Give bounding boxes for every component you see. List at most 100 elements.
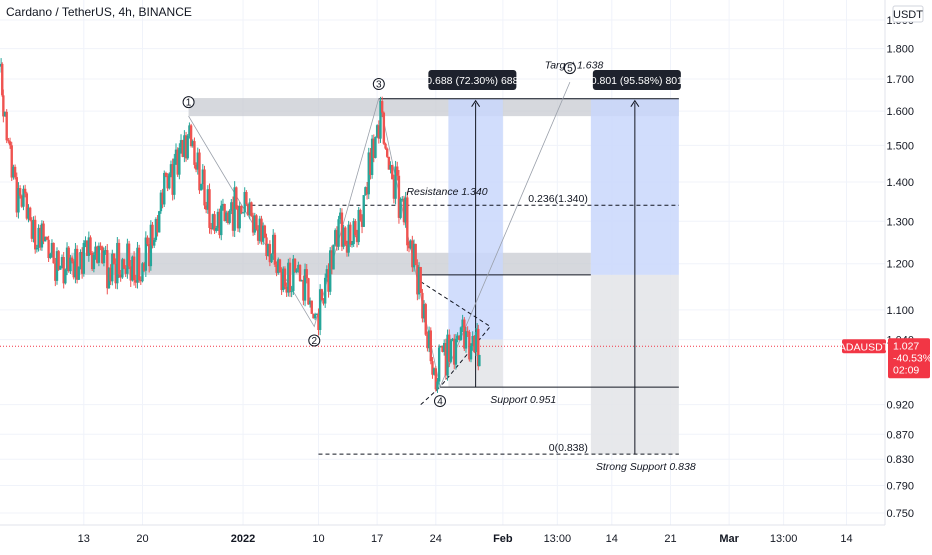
- y-tick-label: 1.700: [886, 74, 914, 86]
- candle-body: [417, 267, 421, 295]
- candle-body: [169, 164, 173, 174]
- candle-body: [20, 195, 23, 207]
- candle-body: [394, 166, 397, 199]
- measure-label: 0.801 (95.58%) 801: [591, 75, 683, 87]
- candle-body: [272, 234, 275, 255]
- candle-body: [320, 289, 324, 300]
- measure-arrow-head: [471, 99, 481, 107]
- candle-body: [39, 227, 42, 248]
- candle-body: [404, 197, 407, 223]
- candle-body: [94, 246, 97, 255]
- candle-body: [96, 246, 99, 263]
- y-tick-label: 1.600: [886, 106, 914, 118]
- candle-body: [454, 338, 458, 365]
- candle-body: [235, 187, 238, 209]
- symbol-tag: [842, 339, 886, 354]
- candle-body: [389, 165, 392, 170]
- candle-body: [270, 254, 273, 263]
- x-tick-label: 24: [430, 533, 442, 545]
- candle-body: [334, 230, 337, 245]
- candle-body: [7, 140, 10, 142]
- wave-number: 5: [567, 64, 573, 75]
- candle-body: [300, 280, 303, 282]
- candle-body: [453, 338, 456, 365]
- candle-body: [163, 172, 166, 205]
- candle-body: [211, 214, 215, 230]
- candle-body: [386, 148, 389, 157]
- candle-body: [114, 263, 117, 284]
- candle-body: [44, 236, 47, 242]
- candle-body: [347, 224, 350, 253]
- candle-body: [161, 192, 164, 205]
- x-tick-label: 13:00: [544, 533, 572, 545]
- candle-body: [49, 253, 52, 259]
- price-change: -40.53%: [893, 352, 932, 364]
- candle-body: [407, 245, 411, 249]
- candle-body: [365, 187, 369, 195]
- x-tick-label: 14: [606, 533, 618, 545]
- candle-body: [250, 202, 253, 217]
- candle-body: [101, 246, 104, 264]
- candle-body: [411, 240, 414, 268]
- candle-body: [444, 343, 448, 376]
- candle-body: [345, 244, 349, 253]
- candle-body: [283, 268, 287, 287]
- candle-body: [82, 243, 86, 274]
- x-tick-label: 13:00: [770, 533, 798, 545]
- candle-body: [164, 172, 168, 176]
- candle-body: [458, 335, 461, 340]
- candle-body: [253, 215, 256, 233]
- candle-body: [204, 205, 208, 210]
- candle-body: [75, 248, 79, 280]
- candle-body: [22, 188, 25, 207]
- wave-marker: [182, 96, 195, 109]
- candle-body: [228, 210, 231, 223]
- candle-body: [241, 212, 245, 214]
- candle-body: [374, 136, 377, 158]
- candle-body: [30, 220, 34, 239]
- candle-body: [147, 243, 151, 267]
- candle-body: [111, 253, 114, 282]
- candle-body: [210, 227, 213, 230]
- candle-body: [129, 266, 132, 281]
- x-tick-label: 20: [136, 533, 148, 545]
- candle-body: [402, 198, 406, 223]
- candle-body: [360, 220, 364, 227]
- currency-button[interactable]: [892, 5, 924, 23]
- candle-body: [478, 354, 481, 367]
- candle-body: [15, 177, 18, 213]
- candle-body: [439, 345, 443, 348]
- candle-body: [464, 331, 468, 349]
- candle-body: [424, 304, 427, 335]
- candle-body: [330, 250, 334, 270]
- candle-body: [213, 214, 216, 231]
- candle-body: [137, 247, 141, 280]
- y-axis-bg: [885, 0, 932, 550]
- candle-body: [158, 211, 161, 233]
- candle-body: [52, 242, 55, 264]
- candle-body: [375, 125, 379, 137]
- candle-body: [442, 343, 446, 352]
- candle-body: [468, 331, 471, 360]
- candle-body: [268, 244, 272, 263]
- candle-body: [451, 338, 454, 341]
- candle-body: [416, 265, 419, 295]
- candle-body: [352, 221, 355, 245]
- candle-body: [278, 259, 282, 273]
- candle-body: [198, 152, 201, 191]
- candle-body: [186, 135, 189, 159]
- candle-body: [87, 237, 91, 256]
- candle-body: [67, 247, 70, 272]
- candle-body: [248, 202, 251, 216]
- candle-body: [37, 227, 40, 248]
- candle-body: [25, 193, 29, 219]
- candle-body: [318, 289, 322, 330]
- candle-body: [449, 340, 453, 362]
- candle-body: [364, 187, 367, 196]
- candle-body: [370, 138, 374, 175]
- candle-body: [203, 169, 206, 206]
- x-tick-label: 21: [664, 533, 676, 545]
- candle-body: [230, 202, 233, 211]
- wave-marker: [372, 78, 385, 91]
